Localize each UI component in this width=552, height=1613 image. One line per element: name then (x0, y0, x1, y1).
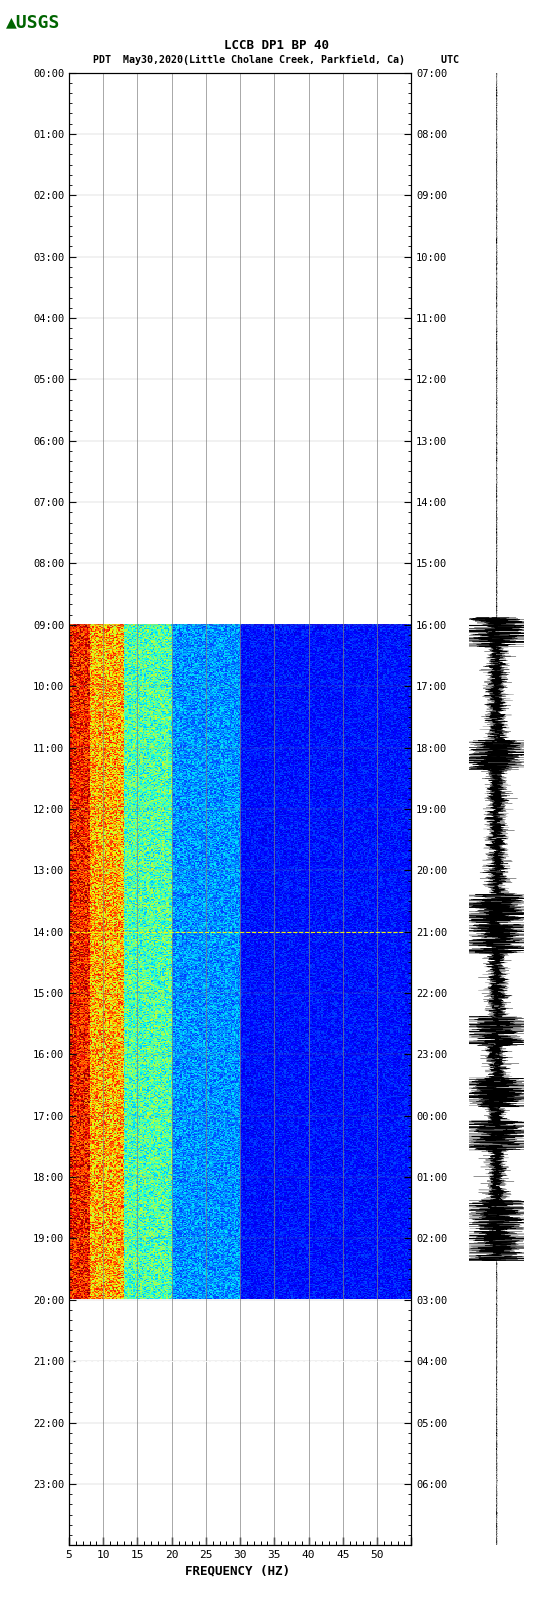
Text: PDT  May30,2020(Little Cholane Creek, Parkfield, Ca)      UTC: PDT May30,2020(Little Cholane Creek, Par… (93, 55, 459, 65)
Text: FREQUENCY (HZ): FREQUENCY (HZ) (185, 1565, 290, 1578)
Text: LCCB DP1 BP 40: LCCB DP1 BP 40 (224, 39, 328, 52)
Text: ▲USGS: ▲USGS (6, 13, 60, 31)
